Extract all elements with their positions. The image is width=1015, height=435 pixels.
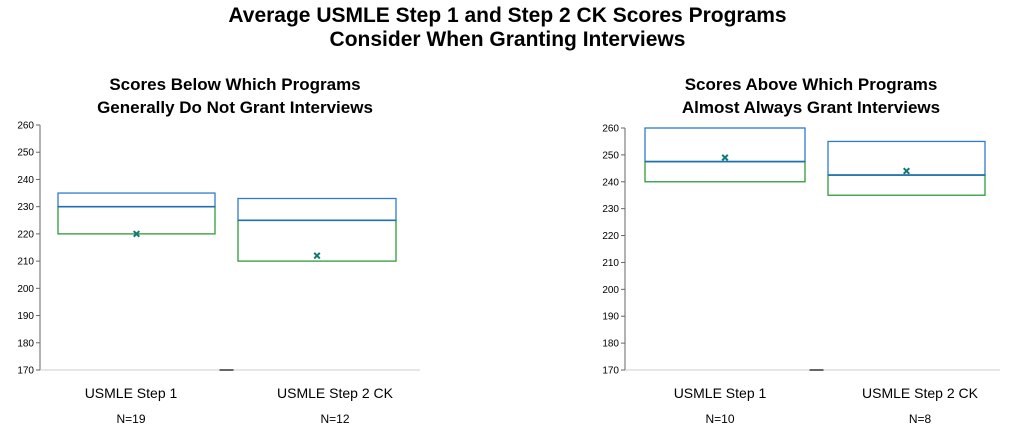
panel-1-box-1-upper — [57, 192, 216, 208]
panel-2-y-tick-label: 260 — [602, 124, 619, 135]
panel-2-category-label-2: USMLE Step 2 CK — [862, 385, 979, 401]
panel-2-y-tick-label: 200 — [602, 285, 619, 296]
panel-2-category-label-1: USMLE Step 1 — [674, 385, 767, 401]
panel-2-y-tick-label: 210 — [602, 258, 619, 269]
panel-1-y-tick-label: 210 — [17, 257, 34, 268]
panel-2-title-line-2: Almost Always Grant Interviews — [682, 98, 940, 117]
panel-1-y-tick-label: 230 — [17, 202, 34, 213]
panel-1-y-tick-label: 240 — [17, 175, 34, 186]
panel-2-box-1-mean-marker — [721, 154, 729, 162]
panel-1-y-tick-label: 190 — [17, 311, 34, 322]
panel-2-y-tick-label: 180 — [602, 339, 619, 350]
panel-2-box-2-lower — [827, 174, 986, 196]
panel-2-y-tick-label: 190 — [602, 312, 619, 323]
panel-1-n-label-2: N=12 — [320, 412, 349, 426]
panel-1-y-tick-label: 260 — [17, 121, 34, 132]
panel-2-y-tick-label: 240 — [602, 177, 619, 188]
panel-2-box-2-mean-marker — [902, 167, 911, 175]
panel-1-box-1-mean-marker — [132, 230, 141, 238]
panel-1-y-tick-label: 170 — [17, 366, 34, 377]
panel-2-title-line-1: Scores Above Which Programs — [685, 75, 938, 94]
panel-1-y-tick-label: 200 — [17, 284, 34, 295]
main-title-line-1: Average USMLE Step 1 and Step 2 CK Score… — [228, 4, 787, 27]
panel-1-category-label-1: USMLE Step 1 — [85, 385, 178, 401]
panel-1-y-tick-label: 250 — [17, 148, 34, 159]
panel-1-y-tick-label: 220 — [17, 229, 34, 240]
panel-1-box-1-lower — [57, 206, 216, 235]
panel-2-box-1-lower — [644, 160, 806, 183]
panel-1-title-line-1: Scores Below Which Programs — [109, 75, 360, 94]
main-title-line-2: Consider When Granting Interviews — [329, 28, 686, 51]
panel-1-title-line-2: Generally Do Not Grant Interviews — [97, 98, 373, 117]
panel-1-category-label-2: USMLE Step 2 CK — [277, 385, 394, 401]
panel-2-y-tick-label: 230 — [602, 204, 619, 215]
panel-2-y-tick-label: 220 — [602, 231, 619, 242]
main-title: Average USMLE Step 1 and Step 2 CK Score… — [0, 4, 1015, 54]
panel-1-n-label-1: N=19 — [116, 412, 145, 426]
panel-2-y-tick-label: 170 — [602, 366, 619, 377]
panel-1-y-tick-label: 180 — [17, 338, 34, 349]
panel-2-y-tick-label: 250 — [602, 150, 619, 161]
panel-1-box-2-mean-marker — [313, 252, 321, 260]
panel-2-n-label-1: N=10 — [705, 412, 734, 426]
panel-1-box-2-upper — [237, 197, 397, 221]
panel-2-n-label-2: N=8 — [909, 412, 932, 426]
